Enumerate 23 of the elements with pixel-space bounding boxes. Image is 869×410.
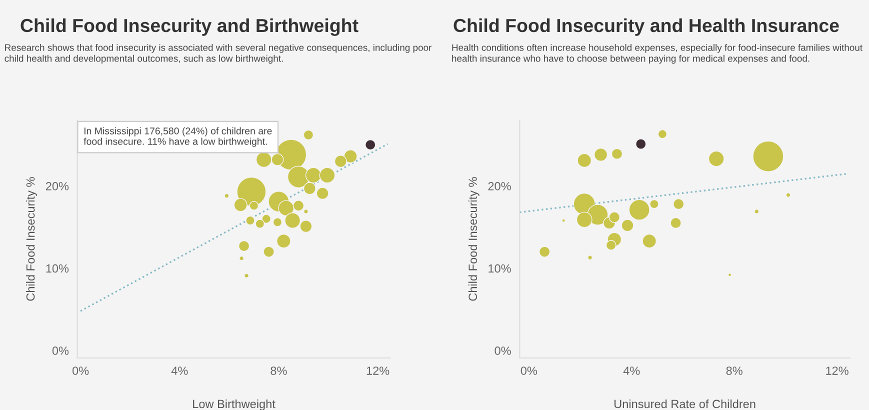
x-tick-label: 12% xyxy=(826,366,848,375)
chart-title: Child Food Insecurity and Health Insurance xyxy=(454,18,839,36)
x-tick-label: 4% xyxy=(171,366,188,375)
x-tick-label: 12% xyxy=(366,366,390,375)
x-tick-label: 0% xyxy=(520,366,538,375)
x-tick-label: 8% xyxy=(270,366,287,375)
chart-subtitle: Research shows that food insecurity is associated with several negative consequences, including poor child health and developmental outcomes, such as low birthweight. xyxy=(4,44,432,64)
annotation: In Mississippi 176,580 (24%) of children are food insecure. 11% have a low birthweight. xyxy=(84,127,272,147)
y-axis-title: Child Food Insecurity % xyxy=(468,177,480,301)
y-tick-label: 10% xyxy=(488,264,511,273)
chart-title: Child Food Insecurity and Birthweight xyxy=(20,18,358,36)
x-tick-label: 8% xyxy=(726,366,742,375)
y-tick-label: 10% xyxy=(46,264,69,273)
y-axis-title: Child Food Insecurity % xyxy=(26,177,38,301)
x-axis-title: Uninsured Rate of Children xyxy=(614,399,756,408)
x-tick-label: 0% xyxy=(72,366,89,375)
y-tick-label: 20% xyxy=(46,182,69,190)
x-tick-label: 4% xyxy=(623,366,640,375)
y-tick-label: 0% xyxy=(52,346,69,355)
y-tick-label: 20% xyxy=(488,182,511,190)
chart-subtitle: Health conditions often increase household expenses, especially for food-insecure families without health insurance who have to choose between paying for medical expenses and food. xyxy=(452,44,862,64)
y-tick-label: 0% xyxy=(494,346,511,355)
x-axis-title: Low Birthweight xyxy=(193,399,276,410)
